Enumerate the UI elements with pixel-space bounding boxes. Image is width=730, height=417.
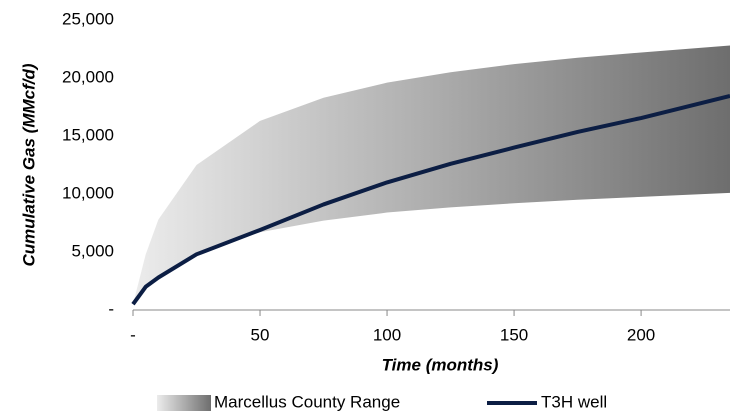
legend-label: T3H well [541,392,607,411]
y-tick-label: 20,000 [62,67,114,86]
y-tick-label: 10,000 [62,183,114,202]
well-line [131,94,730,306]
y-tick-label: 5,000 [71,241,114,260]
x-axis-title: Time (months) [382,355,499,374]
y-tick-label: 15,000 [62,125,114,144]
range-band [133,45,730,305]
x-tick-label: 50 [251,325,270,344]
legend-swatch [157,395,211,411]
y-axis-title: Cumulative Gas (MMcf/d) [19,63,38,266]
x-tick-label: 150 [500,325,528,344]
legend-label: Marcellus County Range [214,392,400,411]
x-tick-label: 200 [627,325,655,344]
x-tick-label: 100 [373,325,401,344]
y-tick-label: 25,000 [62,9,114,28]
y-tick-label: - [108,299,114,318]
x-tick-label: - [130,325,136,344]
